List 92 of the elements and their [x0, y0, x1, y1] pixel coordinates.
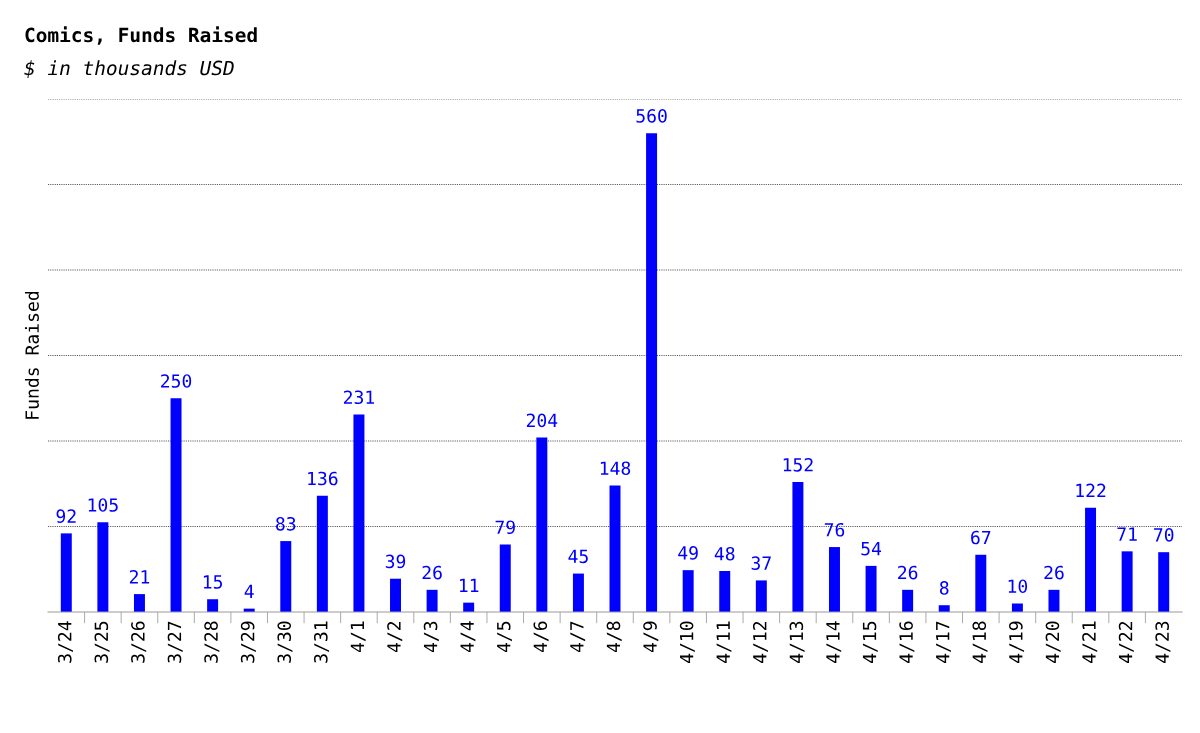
bar: [1158, 552, 1170, 613]
data-label: 136: [308, 471, 338, 486]
data-label: 10: [1008, 579, 1028, 594]
x-tick-label: 3/24: [57, 621, 73, 663]
bar: [97, 522, 109, 613]
bar: [719, 571, 731, 613]
x-tick-label: 4/1: [350, 621, 366, 653]
data-label: 8: [939, 581, 949, 595]
bar: [792, 482, 804, 613]
bar: [133, 594, 145, 613]
data-label: 70: [1154, 528, 1174, 542]
data-label: 105: [88, 498, 118, 512]
x-tick-label: 3/28: [204, 621, 220, 663]
data-label: 92: [56, 509, 76, 523]
data-label: 231: [343, 390, 375, 405]
bar: [975, 554, 987, 613]
x-tick-label: 4/7: [570, 621, 586, 653]
x-tick-label: 4/3: [423, 621, 439, 653]
bar: [207, 599, 219, 613]
data-label: 45: [568, 549, 588, 564]
x-tick-label: 4/22: [1118, 621, 1134, 663]
data-label: 4: [244, 584, 254, 598]
bar: [865, 565, 877, 613]
bar: [902, 589, 914, 613]
data-label: 15: [203, 575, 223, 589]
data-label: 49: [678, 546, 698, 560]
y-axis-title: Funds Raised: [24, 291, 39, 419]
data-label: 67: [971, 530, 991, 545]
x-tick-label: 4/23: [1155, 621, 1171, 663]
x-tick-label: 3/29: [240, 621, 256, 663]
x-tick-label: 3/30: [277, 621, 293, 663]
data-label: 54: [861, 542, 882, 556]
data-label: 560: [636, 109, 667, 123]
data-label: 76: [824, 522, 845, 537]
x-tick-label: 4/6: [533, 621, 549, 653]
data-label: 11: [459, 578, 479, 592]
bar: [1121, 551, 1133, 613]
x-tick-label: 3/25: [94, 621, 110, 663]
x-tick-label: 4/8: [606, 621, 622, 653]
bar: [572, 573, 584, 613]
x-tick-label: 4/12: [752, 621, 769, 663]
bar: [1085, 507, 1097, 613]
data-label: 21: [129, 570, 150, 584]
bar: [499, 544, 511, 613]
x-tick-label: 4/10: [679, 621, 695, 663]
data-label: 26: [1044, 565, 1064, 580]
data-label: 79: [495, 520, 515, 535]
bar: [755, 580, 767, 613]
x-tick-label: 4/13: [789, 621, 805, 663]
x-tick-label: 4/2: [387, 621, 403, 653]
data-label: 48: [714, 546, 735, 561]
data-label: 250: [161, 374, 192, 388]
x-tick-label: 4/9: [643, 621, 659, 653]
bar: [60, 533, 72, 613]
data-label: 148: [600, 461, 631, 476]
x-tick-label: 4/19: [1009, 621, 1025, 663]
x-tick-label: 3/27: [167, 621, 183, 663]
x-tick-label: 4/21: [1082, 621, 1098, 663]
chart-title: Comics, Funds Raised: [25, 26, 257, 45]
x-tick-label: 4/5: [497, 621, 512, 653]
bar: [609, 485, 621, 613]
bar: [280, 541, 292, 613]
x-tick-label: 4/18: [972, 621, 988, 663]
bar: [390, 578, 401, 613]
x-tick-label: 4/15: [862, 621, 878, 663]
data-label: 37: [751, 556, 771, 570]
x-tick-label: 3/31: [313, 621, 330, 663]
x-tick-label: 4/11: [716, 621, 732, 663]
bar: [829, 547, 840, 613]
bar: [536, 437, 548, 613]
data-label: 83: [276, 516, 296, 531]
x-tick-label: 4/16: [899, 621, 915, 663]
chart-subtitle: $ in thousands USD: [24, 60, 234, 78]
bar: [646, 133, 658, 613]
bar: [426, 589, 438, 613]
bar: [682, 570, 694, 613]
bar: [1048, 589, 1060, 613]
data-label: 39: [385, 554, 406, 569]
data-label: 152: [783, 457, 813, 472]
bar: [170, 398, 182, 613]
data-label: 122: [1076, 483, 1106, 498]
data-label: 204: [526, 413, 558, 428]
bar: [316, 495, 328, 613]
data-label: 26: [422, 565, 442, 580]
x-tick-label: 4/20: [1045, 621, 1061, 663]
data-label: 26: [898, 565, 918, 580]
x-tick-label: 4/4: [460, 621, 476, 653]
data-label: 71: [1117, 527, 1137, 541]
x-tick-label: 4/17: [936, 621, 951, 663]
x-tick-label: 3/26: [131, 621, 147, 663]
x-tick-label: 4/14: [826, 621, 842, 663]
bar: [353, 414, 365, 613]
